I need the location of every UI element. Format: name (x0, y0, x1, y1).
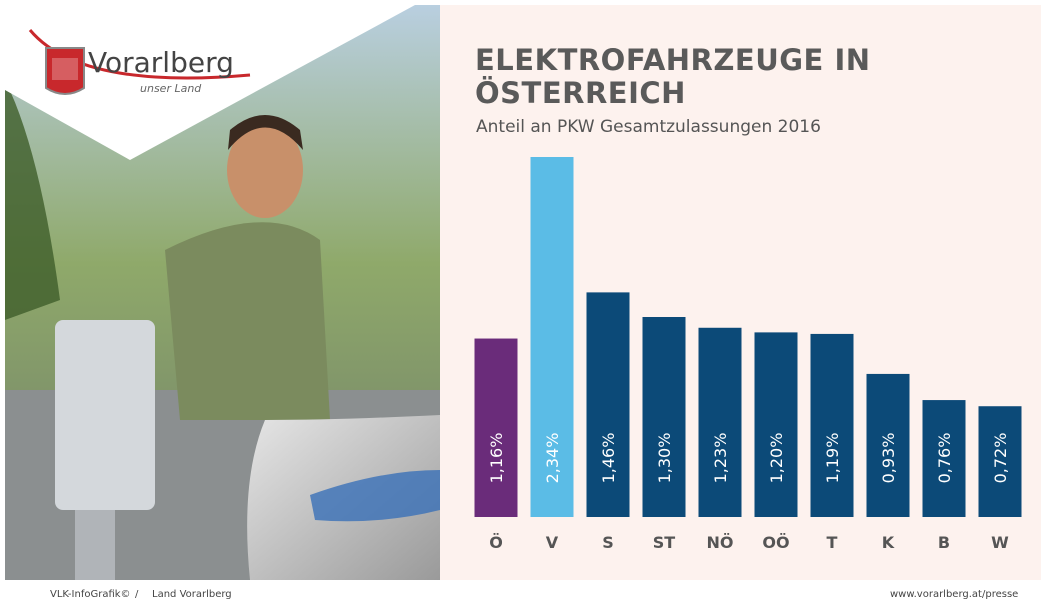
x-tick-label: T (827, 533, 838, 552)
bar (586, 292, 630, 517)
x-tick-label: Ö (489, 533, 503, 552)
photo-headlight (310, 470, 440, 522)
value-label: 2,34% (543, 433, 562, 484)
photo-charger-post (75, 510, 115, 580)
photo-shirt (165, 222, 330, 420)
footer-url: www.vorarlberg.at/presse (890, 589, 1019, 600)
bar (754, 332, 798, 517)
x-tick-label: OÖ (762, 533, 789, 552)
bar (698, 327, 742, 517)
x-tick-label: W (991, 533, 1009, 552)
value-label: 0,93% (879, 433, 898, 484)
photo-charger (55, 320, 155, 510)
photo-plant (5, 80, 60, 320)
x-tick-label: S (602, 533, 614, 552)
x-tick-label: K (882, 533, 895, 552)
logo-swoosh (28, 29, 251, 80)
value-label: 0,72% (991, 433, 1010, 484)
value-label: 1,19% (823, 433, 842, 484)
logo-corner (5, 5, 415, 160)
bar (642, 317, 686, 517)
photo-face (227, 122, 303, 218)
value-label: 1,16% (487, 433, 506, 484)
logo-emblem (52, 58, 78, 80)
x-tick-label: V (546, 533, 559, 552)
x-tick-label: B (938, 533, 950, 552)
value-label: 1,23% (711, 433, 730, 484)
bar (810, 333, 854, 517)
bar (922, 400, 966, 517)
logo-shield (45, 47, 85, 95)
bar (978, 406, 1022, 517)
x-tick-label: NÖ (707, 533, 734, 552)
value-label: 0,76% (935, 433, 954, 484)
photo-hair (228, 115, 303, 150)
logo-name: Vorarlberg (88, 46, 234, 79)
value-label: 1,30% (655, 433, 674, 484)
value-label: 1,46% (599, 433, 618, 484)
footer-separator: / (135, 589, 139, 600)
bar (474, 338, 518, 517)
x-tick-label: ST (653, 533, 676, 552)
value-label: 1,20% (767, 433, 786, 484)
bar-chart: 1,16% Ö 2,34% V 1,46% S 1,30% ST 1,23% NÖ 1,20% OÖ 1… (474, 157, 1022, 552)
bar (866, 373, 910, 517)
chart-title: ELEKTROFAHRZEUGE IN ÖSTERREICH (475, 43, 871, 110)
footer-source: Land Vorarlberg (152, 589, 232, 600)
logo-tagline: unser Land (140, 82, 202, 95)
footer-credit: VLK-InfoGrafik© (50, 589, 131, 600)
chart-subtitle: Anteil an PKW Gesamtzulassungen 2016 (476, 117, 821, 137)
bar (530, 157, 574, 517)
